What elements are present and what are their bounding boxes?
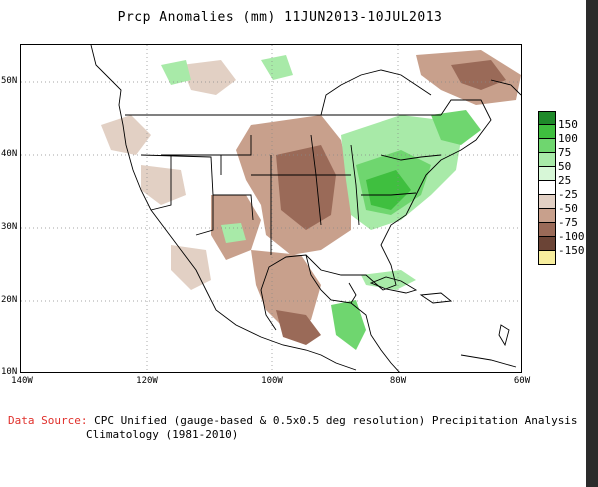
precip-anomaly-map [21, 45, 521, 372]
lon-label-100w: 100W [261, 376, 283, 386]
lon-label-140w: 140W [11, 376, 33, 386]
lat-label-30n: 30N [1, 222, 18, 232]
wet-anomaly-regions [161, 55, 481, 350]
colorbar-label: 25 [558, 174, 572, 187]
lat-label-50n: 50N [1, 76, 18, 86]
coastlines [90, 45, 521, 372]
lat-label-40n: 40N [1, 149, 18, 159]
colorbar-swatch [538, 167, 556, 181]
colorbar-swatch [538, 181, 556, 195]
colorbar [538, 111, 556, 265]
data-source-note: Data Source: CPC Unified (gauge-based & … [8, 414, 578, 442]
lat-label-10n: 10N [1, 367, 18, 377]
dry-anomaly-regions [101, 50, 521, 345]
colorbar-swatch [538, 209, 556, 223]
colorbar-label: -25 [558, 188, 578, 201]
colorbar-label: -100 [558, 230, 585, 243]
colorbar-label: 50 [558, 160, 572, 173]
graticule [21, 45, 521, 372]
window-edge [586, 0, 598, 487]
colorbar-swatch [538, 237, 556, 251]
data-source-text: CPC Unified (gauge-based & 0.5x0.5 deg r… [94, 414, 578, 427]
colorbar-swatch [538, 139, 556, 153]
colorbar-swatch [538, 153, 556, 167]
colorbar-swatch [538, 195, 556, 209]
lon-label-60w: 60W [513, 376, 531, 386]
climatology-text: Climatology (1981-2010) [86, 428, 239, 441]
colorbar-label: -150 [558, 244, 585, 257]
colorbar-label: 100 [558, 132, 578, 145]
data-source-label: Data Source: [8, 414, 88, 427]
colorbar-swatch [538, 251, 556, 265]
lat-label-20n: 20N [1, 295, 18, 305]
colorbar-label: 150 [558, 118, 578, 131]
colorbar-swatch [538, 125, 556, 139]
lon-label-80w: 80W [389, 376, 407, 386]
lon-label-120w: 120W [136, 376, 158, 386]
colorbar-swatch [538, 223, 556, 237]
colorbar-label: -50 [558, 202, 578, 215]
colorbar-swatch [538, 111, 556, 125]
map-panel [20, 44, 522, 373]
colorbar-label: 75 [558, 146, 572, 159]
colorbar-label: -75 [558, 216, 578, 229]
chart-title: Prcp Anomalies (mm) 11JUN2013-10JUL2013 [117, 10, 443, 25]
